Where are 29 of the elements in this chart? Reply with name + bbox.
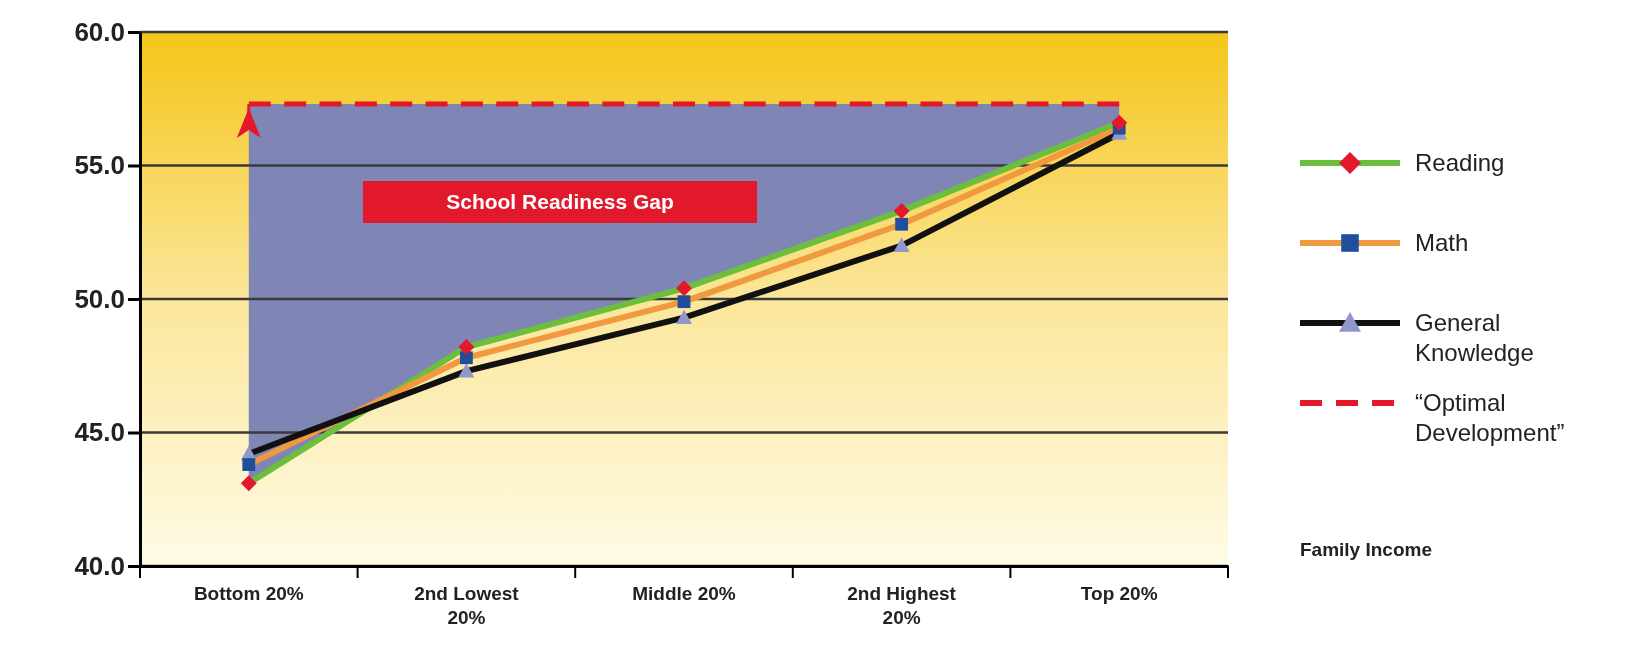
y-tick-label: 45.0 xyxy=(74,417,125,448)
x-tick-label: Bottom 20% xyxy=(193,583,304,604)
legend-label: Reading xyxy=(1415,149,1505,177)
point xyxy=(242,458,256,471)
point xyxy=(240,475,257,492)
x-tick-label: 2nd Lowest 20% xyxy=(414,583,520,628)
x-tick-label: Top 20% xyxy=(1080,583,1158,604)
x-tick-label: Middle 20% xyxy=(632,583,736,604)
point xyxy=(893,202,910,219)
y-tick-label: 50.0 xyxy=(74,283,125,314)
point xyxy=(1111,114,1128,131)
point xyxy=(893,237,910,252)
point xyxy=(676,280,692,297)
y-tick-label: 40.0 xyxy=(74,550,125,581)
legend-label: General Knowledge xyxy=(1415,309,1534,367)
point xyxy=(677,295,691,309)
point xyxy=(676,309,692,325)
y-tick-label: 55.0 xyxy=(74,150,125,181)
y-tick-label: 60.0 xyxy=(74,16,125,47)
callout-box: School Readiness Gap xyxy=(363,181,757,223)
x-axis-title: Family Income xyxy=(1300,539,1432,560)
legend-label: “Optimal Development” xyxy=(1415,389,1565,447)
legend-label: Math xyxy=(1415,229,1469,257)
point xyxy=(460,351,473,365)
point xyxy=(458,339,475,356)
point xyxy=(458,363,475,378)
annotation: School Readiness Gap xyxy=(446,190,674,214)
x-tick-label: 2nd Highest 20% xyxy=(847,583,957,628)
point xyxy=(895,217,908,231)
